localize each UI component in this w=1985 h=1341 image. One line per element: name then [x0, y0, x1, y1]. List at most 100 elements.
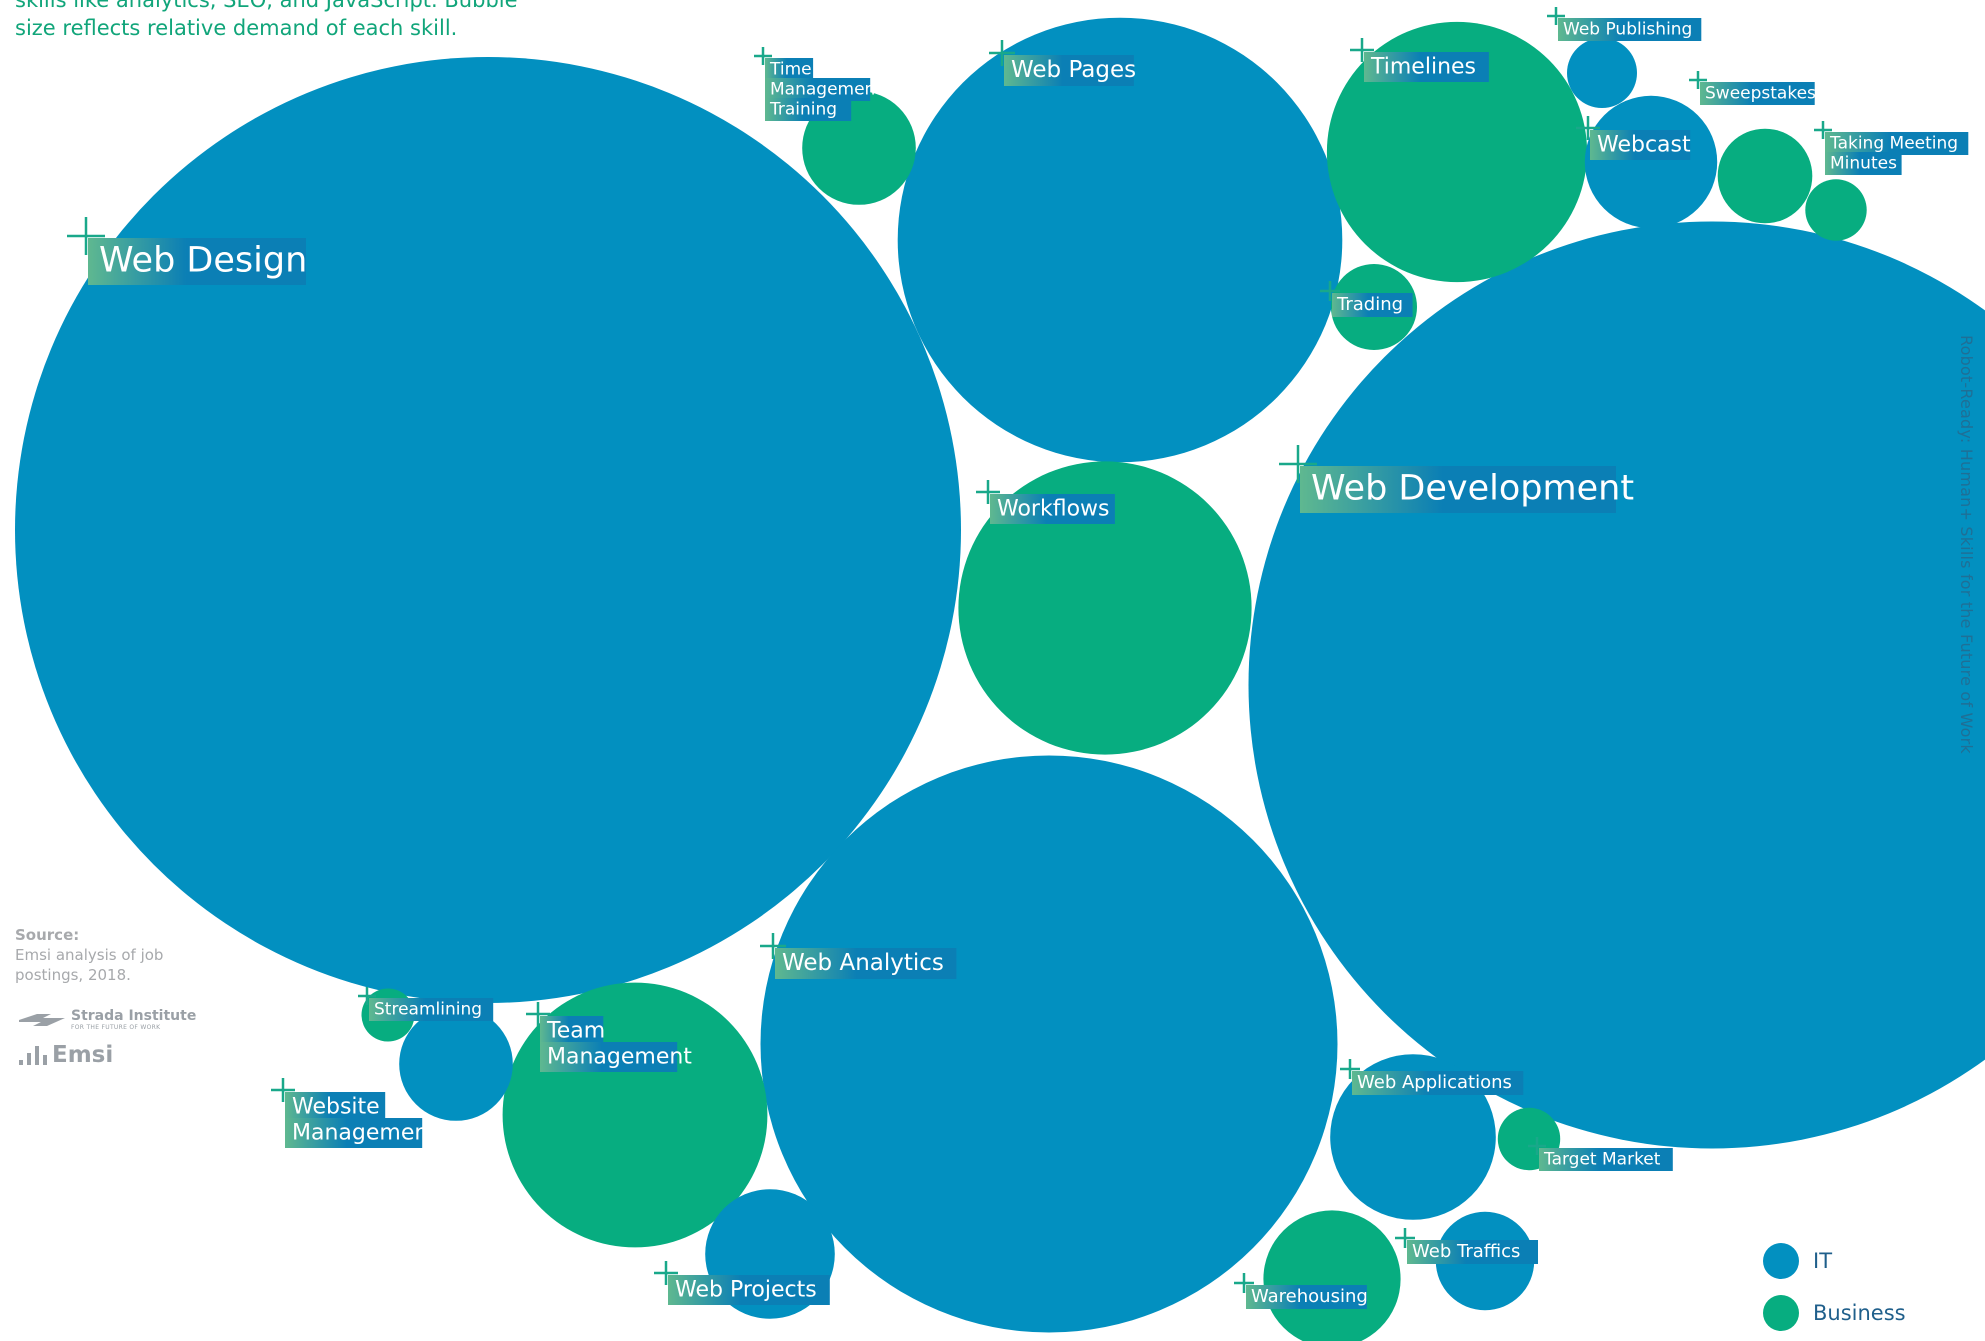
- bubble-label-web-projects: Web Projects: [654, 1261, 830, 1305]
- source-text: Emsi analysis of job postings, 2018.: [15, 946, 164, 984]
- bubble-label-target-market: Target Market: [1528, 1137, 1673, 1171]
- side-report-title: Robot-Ready: Human+ Skills for the Futur…: [1957, 335, 1976, 754]
- label-text: Workflows: [997, 496, 1109, 521]
- bubble-web-analytics: [760, 755, 1338, 1333]
- label-text: Timelines: [1370, 54, 1476, 79]
- bubble-label-web-development: Web Development: [1279, 445, 1634, 513]
- bubble-web-pages: [897, 17, 1343, 463]
- label-chip: [1407, 1240, 1538, 1264]
- label-chip: [1825, 132, 1969, 155]
- bubble-label-web-analytics: Web Analytics: [760, 933, 957, 979]
- label-chip: [1558, 18, 1702, 41]
- legend-item-it: IT: [1763, 1243, 1906, 1279]
- bubble-sweepstakes: [1717, 128, 1813, 224]
- label-chip: [285, 1092, 386, 1122]
- label-text: Web Applications: [1357, 1072, 1512, 1093]
- label-text: Trading: [1336, 294, 1403, 315]
- label-chip: [1352, 1071, 1524, 1095]
- legend-swatch-it: [1763, 1243, 1799, 1279]
- emsi-name: Emsi: [52, 1042, 114, 1068]
- label-text: Web Design: [99, 241, 307, 281]
- label-text: Management: [547, 1044, 692, 1069]
- label-chip: [765, 58, 814, 81]
- bubble-warehousing: [1263, 1210, 1401, 1341]
- bubble-label-workflows: Workflows: [976, 480, 1115, 524]
- label-chip: [285, 1118, 423, 1148]
- label-text: Web Projects: [675, 1277, 817, 1302]
- label-text: Management: [292, 1120, 437, 1145]
- bubble-web-design: [15, 57, 961, 1003]
- label-chip: [540, 1016, 604, 1046]
- label-layer: Web Design Web Development Web Analytics We…: [67, 7, 1969, 1309]
- legend-label-business: Business: [1813, 1301, 1906, 1325]
- source-title: Source:: [15, 926, 80, 944]
- label-text: Time: [769, 59, 812, 79]
- label-chip: [1590, 130, 1691, 160]
- label-chip: [1246, 1285, 1367, 1309]
- label-text: Management: [770, 79, 882, 99]
- label-chip: [1700, 82, 1815, 105]
- emsi-logo: Emsi: [18, 1043, 113, 1067]
- bubble-label-timelines: Timelines: [1350, 38, 1489, 82]
- label-chip: [668, 1275, 830, 1305]
- strada-tagline: FOR THE FUTURE OF WORK: [71, 1024, 161, 1031]
- label-text: Webcast: [1597, 132, 1691, 157]
- label-chip: [765, 98, 852, 121]
- bubble-label-web-pages: Web Pages: [989, 40, 1136, 86]
- bubble-label-trading: Trading: [1320, 281, 1413, 317]
- strada-name: Strada Institute: [71, 1008, 197, 1024]
- label-text: Target Market: [1543, 1149, 1661, 1169]
- source-note: Source: Emsi analysis of job postings, 2…: [15, 925, 215, 985]
- legend-swatch-business: [1763, 1295, 1799, 1331]
- label-chip: [1332, 293, 1413, 317]
- label-chip: [775, 948, 957, 979]
- bubble-label-webcast: Webcast: [1576, 116, 1691, 160]
- label-text: Web Traffics: [1412, 1241, 1520, 1262]
- label-text: Website: [292, 1094, 380, 1119]
- label-chip: [765, 78, 871, 101]
- label-text: Streamlining: [374, 999, 482, 1019]
- label-chip: [990, 494, 1115, 524]
- intro-text: skills like analytics, SEO, and JavaScri…: [15, 0, 518, 40]
- label-text: Sweepstakes: [1705, 83, 1816, 103]
- label-text: Taking Meeting: [1829, 133, 1958, 153]
- bubble-web-development: [1248, 221, 1985, 1149]
- bubble-label-web-applications: Web Applications: [1340, 1059, 1524, 1095]
- chart-legend: IT Business: [1763, 1243, 1906, 1341]
- label-chip: [1300, 466, 1616, 513]
- label-chip: [88, 238, 306, 285]
- label-text: Warehousing: [1251, 1286, 1368, 1307]
- bubble-web-applications: [1330, 1054, 1496, 1220]
- bubble-label-web-design: Web Design: [67, 217, 307, 285]
- label-text: Web Development: [1311, 469, 1634, 509]
- bubble-workflows: [958, 461, 1252, 755]
- label-chip: [1825, 152, 1902, 175]
- strada-logo: Strada Institute FOR THE FUTURE OF WORK: [17, 1008, 196, 1032]
- label-chip: [369, 998, 494, 1021]
- label-chip: [1364, 52, 1489, 82]
- label-text: Web Publishing: [1563, 19, 1692, 39]
- bubble-label-warehousing: Warehousing: [1234, 1273, 1368, 1309]
- label-chip: [540, 1042, 678, 1072]
- label-chip: [1539, 1148, 1673, 1171]
- label-chip: [1004, 55, 1134, 86]
- label-text: Web Analytics: [782, 950, 944, 976]
- label-text: Web Pages: [1011, 57, 1136, 83]
- bubble-web-publishing: [1567, 38, 1637, 108]
- label-text: Training: [769, 99, 837, 119]
- legend-label-it: IT: [1813, 1249, 1833, 1273]
- label-text: Minutes: [1830, 153, 1897, 173]
- label-text: Team: [546, 1018, 605, 1043]
- legend-item-business: Business: [1763, 1295, 1906, 1331]
- bubble-label-streamlining: Streamlining: [358, 987, 494, 1021]
- bubble-timelines: [1326, 21, 1588, 283]
- bubble-label-sweepstakes: Sweepstakes: [1689, 71, 1816, 105]
- bubble-webcast: [1584, 95, 1718, 229]
- bubble-taking-meeting-minutes: [1805, 179, 1867, 241]
